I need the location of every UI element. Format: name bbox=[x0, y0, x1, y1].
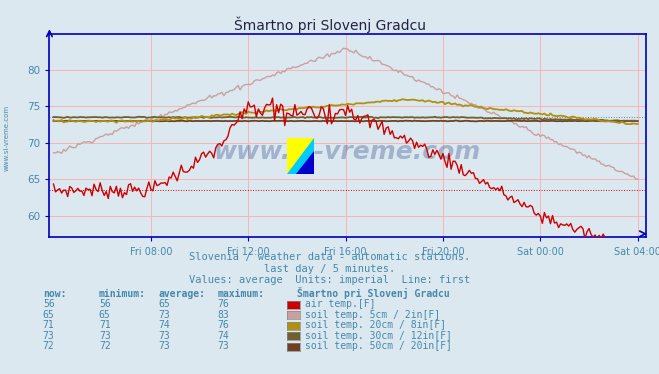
Text: 73: 73 bbox=[158, 331, 170, 341]
Text: maximum:: maximum: bbox=[217, 289, 264, 299]
Text: 56: 56 bbox=[99, 300, 111, 309]
Text: soil temp. 30cm / 12in[F]: soil temp. 30cm / 12in[F] bbox=[305, 331, 452, 341]
Text: 72: 72 bbox=[99, 341, 111, 351]
Text: 73: 73 bbox=[158, 341, 170, 351]
Text: 72: 72 bbox=[43, 341, 55, 351]
Text: soil temp. 5cm / 2in[F]: soil temp. 5cm / 2in[F] bbox=[305, 310, 440, 320]
Text: 56: 56 bbox=[43, 300, 55, 309]
Text: last day / 5 minutes.: last day / 5 minutes. bbox=[264, 264, 395, 274]
Text: 71: 71 bbox=[43, 321, 55, 330]
Polygon shape bbox=[287, 138, 314, 174]
Text: 73: 73 bbox=[158, 310, 170, 320]
Text: average:: average: bbox=[158, 289, 205, 299]
Text: www.si-vreme.com: www.si-vreme.com bbox=[214, 140, 481, 164]
Text: 74: 74 bbox=[158, 321, 170, 330]
Text: Slovenia / weather data - automatic stations.: Slovenia / weather data - automatic stat… bbox=[189, 252, 470, 263]
Text: Šmartno pri Slovenj Gradcu: Šmartno pri Slovenj Gradcu bbox=[233, 17, 426, 33]
Polygon shape bbox=[287, 138, 314, 174]
Text: 65: 65 bbox=[43, 310, 55, 320]
Text: minimum:: minimum: bbox=[99, 289, 146, 299]
Text: 65: 65 bbox=[158, 300, 170, 309]
Text: 83: 83 bbox=[217, 310, 229, 320]
Text: 76: 76 bbox=[217, 321, 229, 330]
Text: soil temp. 50cm / 20in[F]: soil temp. 50cm / 20in[F] bbox=[305, 341, 452, 351]
Text: 73: 73 bbox=[217, 341, 229, 351]
Text: 71: 71 bbox=[99, 321, 111, 330]
Text: 76: 76 bbox=[217, 300, 229, 309]
Text: 73: 73 bbox=[99, 331, 111, 341]
Text: 74: 74 bbox=[217, 331, 229, 341]
Text: www.si-vreme.com: www.si-vreme.com bbox=[3, 105, 10, 171]
Text: Šmartno pri Slovenj Gradcu: Šmartno pri Slovenj Gradcu bbox=[297, 287, 449, 299]
Text: Values: average  Units: imperial  Line: first: Values: average Units: imperial Line: fi… bbox=[189, 275, 470, 285]
Text: 73: 73 bbox=[43, 331, 55, 341]
Text: now:: now: bbox=[43, 289, 67, 299]
Text: air temp.[F]: air temp.[F] bbox=[305, 300, 376, 309]
Text: soil temp. 20cm / 8in[F]: soil temp. 20cm / 8in[F] bbox=[305, 321, 446, 330]
Text: 65: 65 bbox=[99, 310, 111, 320]
Polygon shape bbox=[297, 151, 314, 174]
